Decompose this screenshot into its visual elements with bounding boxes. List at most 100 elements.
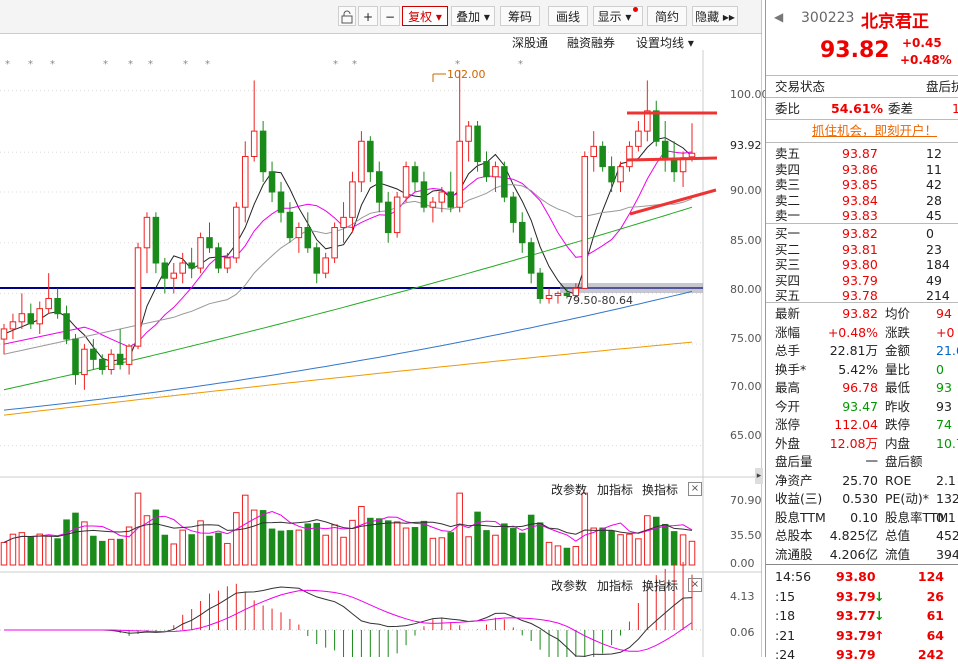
stat-value: 74 xyxy=(936,417,952,432)
vol-add-indicator-button[interactable]: 加指标 xyxy=(597,483,634,497)
volume-bar xyxy=(518,532,526,566)
stat-label: 流值 xyxy=(885,546,911,562)
ask-label: 卖五 xyxy=(775,146,801,161)
trade-volume: 64 xyxy=(926,627,944,643)
bid-price: 93.82 xyxy=(842,226,878,241)
volume-tick: 0.00 xyxy=(730,557,755,570)
hide-button[interactable]: 隐藏 ▸▸ xyxy=(692,6,738,26)
trade-volume: 61 xyxy=(926,608,944,623)
volume-bar xyxy=(27,536,35,566)
ask-price: 93.87 xyxy=(842,146,878,161)
volume-bar xyxy=(384,520,392,566)
ask-price: 93.84 xyxy=(842,192,878,208)
kline-chart[interactable]: ⁎ ⁎ ⁎ ⁎ ⁎ ⁎ ⁎ ⁎ ⁎ ⁎ ⁎ ⁎ 102.00 79.50-80.64 xyxy=(0,0,762,657)
candle-body xyxy=(27,313,35,325)
stat-value: 25.70 xyxy=(842,472,878,488)
volume-bar xyxy=(45,535,52,566)
draw-line-button[interactable]: 画线 xyxy=(548,6,588,26)
stat-label: 昨收 xyxy=(885,398,911,414)
volume-bar xyxy=(90,535,97,566)
volume-bar xyxy=(322,534,329,566)
volume-bar xyxy=(554,545,562,566)
ask-row[interactable]: 卖四 93.86 11 xyxy=(766,160,958,179)
candle-body xyxy=(313,247,320,274)
stat-value: 93.47 xyxy=(842,398,878,414)
collapse-panel-icon[interactable]: ▸ xyxy=(755,468,763,484)
stat-label: 外盘 xyxy=(775,435,801,451)
candle-body xyxy=(268,171,276,193)
volume-bar xyxy=(116,538,124,566)
ask-row[interactable]: 卖五 93.87 12 xyxy=(766,144,958,163)
stat-value: 394. xyxy=(936,546,958,562)
vol-switch-indicator-button[interactable]: 换指标 xyxy=(642,483,679,497)
prev-stock-icon[interactable]: ◀ xyxy=(774,10,784,24)
bid-volume: 184 xyxy=(926,257,950,272)
candle-body xyxy=(474,125,481,163)
adjust-button[interactable]: 复权 ▾ xyxy=(402,6,448,26)
candle-body xyxy=(545,294,553,300)
candle-body xyxy=(9,321,17,330)
simple-button[interactable]: 简约 xyxy=(647,6,687,26)
candle-body xyxy=(188,262,195,269)
weicha-label: 委差 xyxy=(888,101,914,116)
candle-body xyxy=(143,216,151,249)
candle-body xyxy=(152,216,160,264)
volume-bar xyxy=(349,519,356,566)
volume-bar xyxy=(331,524,338,566)
close-icon[interactable]: × xyxy=(688,578,702,592)
bid-row[interactable]: 买一 93.82 0 xyxy=(766,224,958,243)
candle-body xyxy=(635,130,642,147)
candle-body xyxy=(367,140,374,173)
overlay-button[interactable]: 叠加 ▾ xyxy=(451,6,495,26)
trade-row: :18 93.77 ↓ 61 xyxy=(766,606,958,625)
candle-body xyxy=(295,227,303,239)
bid-row[interactable]: 买二 93.81 23 xyxy=(766,240,958,259)
bid-row[interactable]: 买五 93.78 214 xyxy=(766,286,958,305)
ask-row[interactable]: 卖二 93.84 28 xyxy=(766,191,958,210)
candle-body xyxy=(116,353,124,365)
macd-tick: 4.13 xyxy=(730,590,755,603)
ma-settings-dropdown[interactable]: 设置均线 ▾ xyxy=(636,36,694,50)
candle-body xyxy=(644,110,651,132)
macd-edit-params-button[interactable]: 改参数 xyxy=(551,579,588,593)
bid-row[interactable]: 买四 93.79 49 xyxy=(766,271,958,290)
vol-edit-params-button[interactable]: 改参数 xyxy=(551,483,588,497)
event-marker-icon: ⁎ xyxy=(5,56,10,67)
display-button[interactable]: 显示 ▾ xyxy=(593,6,643,26)
ask-row[interactable]: 卖一 93.83 45 xyxy=(766,206,958,225)
volume-bar xyxy=(420,520,428,566)
volume-bar xyxy=(510,528,517,566)
price-change: +0.45 xyxy=(902,36,942,50)
chips-button[interactable]: 筹码 xyxy=(500,6,540,26)
ma250-line xyxy=(3,341,693,416)
trade-row: :24 93.79 242 xyxy=(766,645,958,664)
zoom-in-button[interactable]: + xyxy=(358,6,378,26)
close-icon[interactable]: × xyxy=(688,482,702,496)
trade-price: 93.79 xyxy=(836,588,876,604)
ask-row[interactable]: 卖三 93.85 42 xyxy=(766,175,958,194)
bid-price: 93.80 xyxy=(842,257,878,272)
open-account-link[interactable]: 抓住机会，即刻开户！ xyxy=(812,123,938,138)
stat-label: 股息率TTM xyxy=(885,509,949,525)
volume-bar xyxy=(250,509,258,566)
hk-connect-link[interactable]: 深股通 xyxy=(512,36,549,50)
macd-switch-indicator-button[interactable]: 换指标 xyxy=(642,579,679,593)
volume-bar xyxy=(179,529,186,566)
uptrend-line xyxy=(629,188,717,216)
stat-value: 5.42% xyxy=(838,361,878,377)
stat-label: 最低 xyxy=(885,380,911,395)
stat-value: 93.82 xyxy=(842,306,878,321)
macd-add-indicator-button[interactable]: 加指标 xyxy=(597,579,634,593)
trade-time: :21 xyxy=(775,627,796,643)
margin-trading-link[interactable]: 融资融券 xyxy=(567,36,616,50)
bid-row[interactable]: 买三 93.80 184 xyxy=(766,255,958,274)
candle-body xyxy=(670,158,678,173)
zoom-out-button[interactable]: − xyxy=(380,6,400,26)
lock-icon[interactable] xyxy=(338,6,356,26)
candle-body xyxy=(554,292,562,296)
stat-row: 今开 93.47 昨收 93 xyxy=(766,397,958,416)
ma5-line xyxy=(3,137,693,362)
volume-bar xyxy=(617,534,624,566)
macd-tick: 0.06 xyxy=(730,626,755,639)
